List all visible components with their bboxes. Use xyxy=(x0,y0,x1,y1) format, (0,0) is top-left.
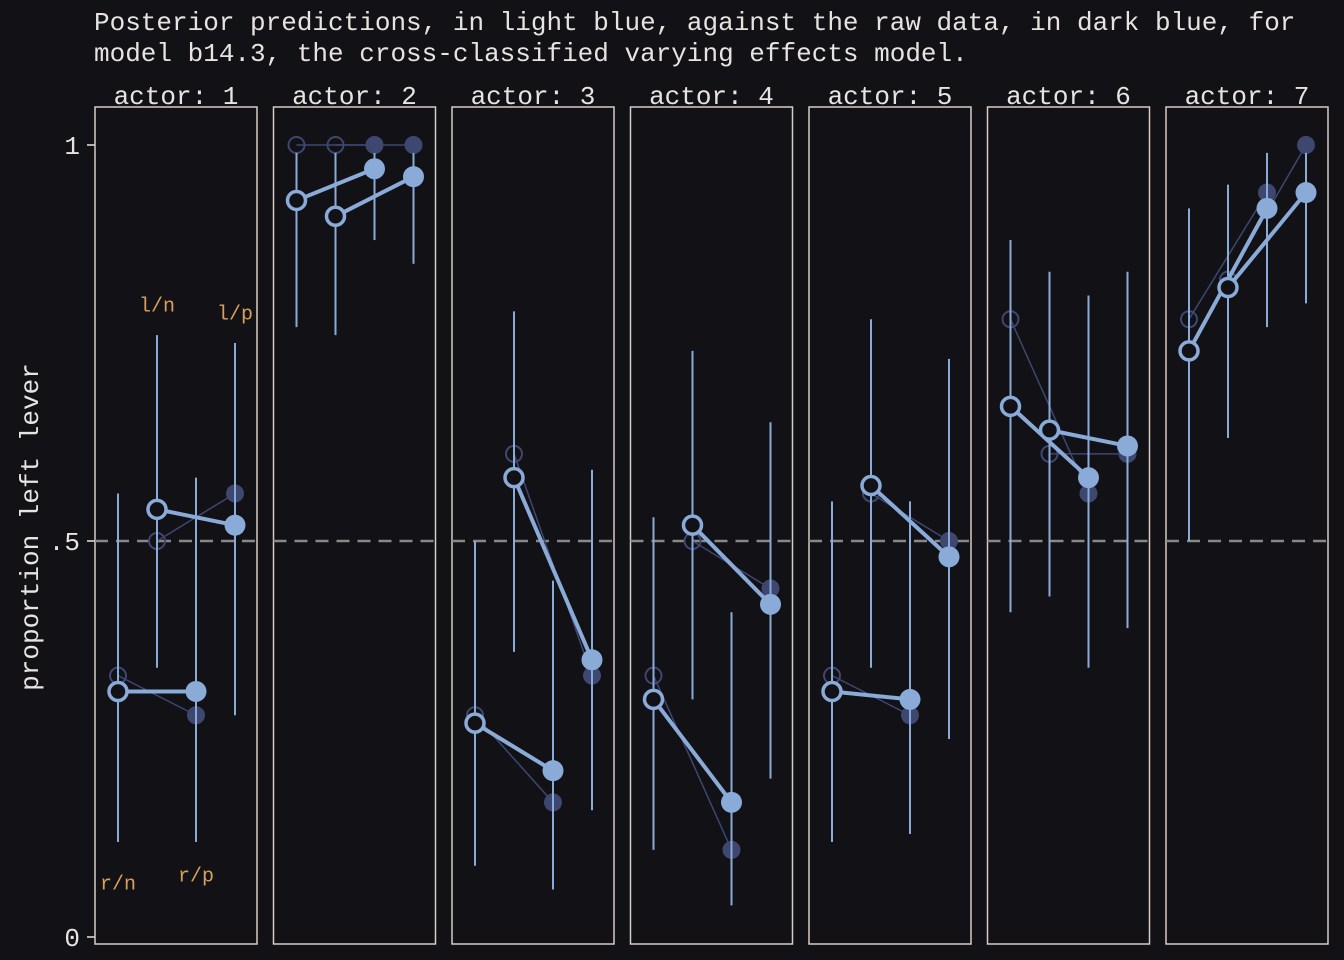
fitted-point xyxy=(1178,340,1200,362)
fitted-point xyxy=(224,514,246,536)
fitted-point xyxy=(642,688,665,711)
fitted-point xyxy=(681,514,704,536)
panel-actor-1: actor: 1 r/n l/n r/p l/p xyxy=(94,82,258,945)
fitted-point xyxy=(146,498,168,521)
panel-border xyxy=(629,106,794,945)
fitted-point xyxy=(1117,435,1138,457)
panel-actor-4: actor: 4 xyxy=(629,82,794,945)
title-line-1: Posterior predictions, in light blue, ag… xyxy=(94,8,1296,38)
fitted-point xyxy=(999,395,1022,418)
y-axis-label: proportion left lever xyxy=(16,363,46,691)
actor-panels: actor: 1 r/n l/n r/p l/p actor: 2 actor: 3 acto… xyxy=(94,82,1329,945)
chart-title: Posterior predictions, in light blue, ag… xyxy=(94,8,1344,70)
panel-actor-5: actor: 5 xyxy=(808,82,972,945)
panel-border xyxy=(272,106,437,945)
raw-point xyxy=(404,136,423,154)
fitted-point xyxy=(721,791,742,813)
fitted-point xyxy=(581,649,603,671)
fitted-point xyxy=(542,760,564,782)
panel-actor-2: actor: 2 xyxy=(272,82,437,945)
y-axis: 0.51 xyxy=(49,132,95,954)
fitted-point xyxy=(760,593,781,615)
fitted-point xyxy=(821,680,843,703)
fitted-line xyxy=(651,698,734,804)
panel-label: actor: 2 xyxy=(292,82,417,112)
raw-point xyxy=(1297,136,1315,154)
fitted-point xyxy=(285,189,308,212)
condition-label: l/p xyxy=(217,303,253,326)
fitted-point xyxy=(1295,182,1317,204)
fitted-point xyxy=(107,680,129,703)
panel-label: actor: 1 xyxy=(114,82,239,112)
raw-point xyxy=(365,136,384,154)
fitted-point xyxy=(464,712,486,734)
panel-label: actor: 5 xyxy=(828,82,953,112)
y-tick-label: .5 xyxy=(49,528,80,558)
panel-border xyxy=(451,106,615,945)
fitted-line xyxy=(295,166,376,203)
panel-border xyxy=(94,106,258,945)
fitted-line xyxy=(1009,404,1090,480)
fitted-line xyxy=(869,484,951,559)
raw-line xyxy=(117,674,197,716)
panel-label: actor: 6 xyxy=(1006,82,1131,112)
fitted-line xyxy=(512,476,594,661)
fitted-line xyxy=(1226,191,1308,289)
panel-border xyxy=(1165,106,1329,945)
condition-label: l/n xyxy=(139,295,175,318)
fitted-line xyxy=(691,523,772,606)
panel-border xyxy=(808,106,972,945)
fitted-point xyxy=(403,166,424,188)
fitted-line xyxy=(1049,428,1128,448)
fitted-point xyxy=(324,205,347,228)
fitted-point xyxy=(899,688,921,710)
title-line-2: model b14.3, the cross-classified varyin… xyxy=(94,39,968,69)
fitted-point xyxy=(938,546,960,568)
panel-label: actor: 3 xyxy=(471,82,596,112)
fitted-line xyxy=(156,507,236,528)
fitted-line xyxy=(473,721,555,773)
fitted-point xyxy=(1038,419,1061,441)
fitted-point xyxy=(1256,197,1278,219)
fitted-point xyxy=(860,474,882,497)
condition-label: r/n xyxy=(100,874,136,897)
fitted-point xyxy=(1078,467,1099,489)
fitted-point xyxy=(364,158,385,180)
y-tick-label: 0 xyxy=(64,924,80,954)
fitted-line xyxy=(334,174,415,219)
raw-line xyxy=(652,675,733,851)
panel-actor-7: actor: 7 xyxy=(1165,82,1329,945)
condition-label: r/p xyxy=(178,866,214,889)
fitted-point xyxy=(185,680,207,702)
y-tick-label: 1 xyxy=(64,132,80,162)
fitted-line xyxy=(831,689,911,702)
panel-border xyxy=(986,106,1151,945)
panel-label: actor: 7 xyxy=(1185,82,1310,112)
panel-label: actor: 4 xyxy=(649,82,774,112)
panel-actor-6: actor: 6 xyxy=(986,82,1151,945)
panel-actor-3: actor: 3 xyxy=(451,82,615,945)
fitted-point xyxy=(1217,276,1239,299)
fitted-point xyxy=(503,466,525,489)
